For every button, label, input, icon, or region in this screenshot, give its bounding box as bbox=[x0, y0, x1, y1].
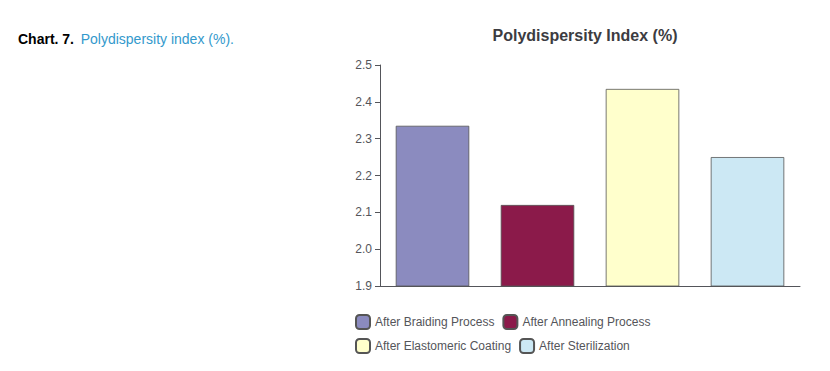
svg-text:2.3: 2.3 bbox=[355, 132, 372, 146]
svg-text:2.4: 2.4 bbox=[355, 95, 372, 109]
svg-text:Chart. 7.: Chart. 7. bbox=[18, 31, 74, 47]
svg-text:After Annealing Process: After Annealing Process bbox=[522, 315, 650, 329]
svg-text:After Sterilization: After Sterilization bbox=[539, 339, 630, 353]
svg-text:1.9: 1.9 bbox=[355, 279, 372, 293]
svg-text:Polydispersity Index (%): Polydispersity Index (%) bbox=[493, 27, 678, 44]
svg-text:2.0: 2.0 bbox=[355, 242, 372, 256]
svg-text:After Elastomeric Coating: After Elastomeric Coating bbox=[375, 339, 511, 353]
svg-text:Polydispersity index (%).: Polydispersity index (%). bbox=[81, 31, 234, 47]
svg-text:After Braiding Process: After Braiding Process bbox=[375, 315, 494, 329]
svg-text:2.1: 2.1 bbox=[355, 205, 372, 219]
svg-text:2.5: 2.5 bbox=[355, 58, 372, 72]
svg-text:2.2: 2.2 bbox=[355, 169, 372, 183]
